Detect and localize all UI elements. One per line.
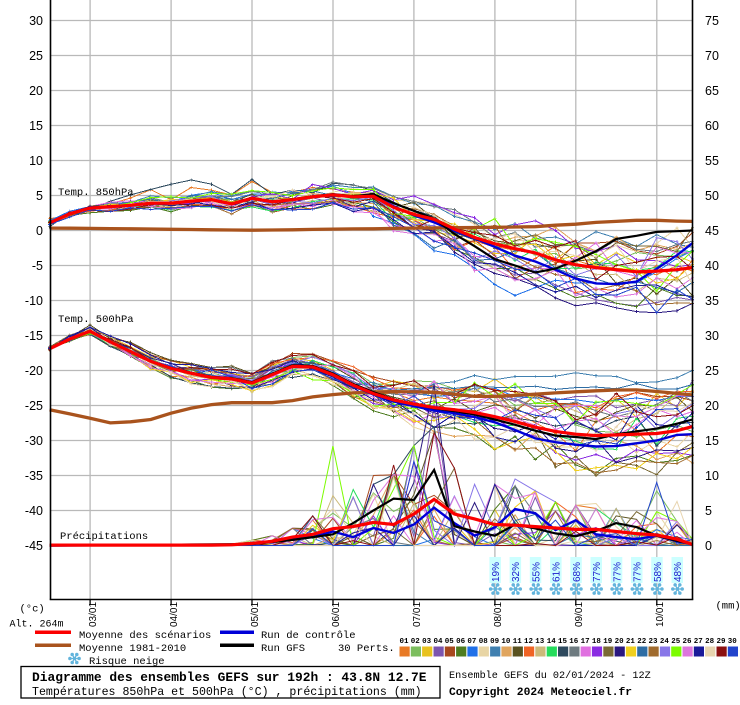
svg-text:(°c): (°c) [20, 604, 45, 616]
svg-text:05/01: 05/01 [250, 602, 261, 627]
svg-text:15: 15 [29, 119, 43, 133]
svg-text:50: 50 [705, 189, 719, 203]
svg-text:23: 23 [649, 638, 659, 646]
svg-text:Moyenne 1981-2010: Moyenne 1981-2010 [79, 643, 186, 655]
svg-text:18: 18 [592, 638, 602, 646]
svg-text:58%: 58% [653, 562, 664, 582]
svg-text:09/01: 09/01 [574, 602, 585, 627]
svg-text:07: 07 [467, 638, 476, 646]
svg-text:10: 10 [501, 638, 511, 646]
svg-text:-40: -40 [25, 504, 43, 518]
svg-text:Moyenne des scénarios: Moyenne des scénarios [79, 630, 211, 642]
svg-text:04: 04 [434, 638, 444, 646]
svg-text:32%: 32% [511, 562, 522, 582]
svg-text:-10: -10 [25, 294, 43, 308]
svg-text:03/01: 03/01 [88, 602, 99, 627]
svg-text:-35: -35 [25, 469, 43, 483]
svg-text:Diagramme des ensembles GEFS s: Diagramme des ensembles GEFS sur 192h : … [32, 670, 427, 685]
svg-text:20: 20 [705, 399, 719, 413]
svg-text:30: 30 [705, 329, 719, 343]
svg-text:55%: 55% [531, 562, 542, 582]
svg-text:Temp. 850hPa: Temp. 850hPa [58, 187, 134, 199]
svg-text:30 Perts.: 30 Perts. [338, 643, 395, 655]
svg-text:04/01: 04/01 [169, 602, 180, 627]
svg-text:60: 60 [705, 119, 719, 133]
svg-text:0: 0 [36, 224, 43, 238]
svg-text:15: 15 [705, 434, 719, 448]
svg-text:17: 17 [581, 638, 590, 646]
svg-text:-20: -20 [25, 364, 43, 378]
svg-text:12: 12 [524, 638, 534, 646]
svg-text:Précipitations: Précipitations [60, 531, 148, 543]
svg-text:Températures 850hPa et 500hPa: Températures 850hPa et 500hPa (°C) , pré… [32, 686, 422, 699]
svg-text:68%: 68% [572, 562, 583, 582]
svg-text:25: 25 [29, 49, 43, 63]
svg-text:19%: 19% [491, 562, 502, 582]
svg-text:03: 03 [422, 638, 432, 646]
svg-text:-15: -15 [25, 329, 43, 343]
svg-text:07/01: 07/01 [412, 602, 423, 627]
svg-text:14: 14 [547, 638, 557, 646]
svg-text:05: 05 [445, 638, 455, 646]
svg-text:20: 20 [29, 84, 43, 98]
svg-text:(mm): (mm) [716, 601, 740, 613]
svg-text:30: 30 [29, 14, 43, 28]
svg-text:22: 22 [637, 638, 647, 646]
svg-text:27: 27 [694, 638, 703, 646]
svg-text:26: 26 [683, 638, 693, 646]
svg-text:02: 02 [411, 638, 421, 646]
svg-text:20: 20 [615, 638, 625, 646]
svg-text:Temp. 500hPa: Temp. 500hPa [58, 314, 134, 326]
svg-text:10: 10 [705, 469, 719, 483]
svg-text:Ensemble GEFS du 02/01/2024 -: Ensemble GEFS du 02/01/2024 - 12Z [449, 670, 651, 682]
svg-text:06/01: 06/01 [331, 602, 342, 627]
svg-text:25: 25 [705, 364, 719, 378]
svg-text:-30: -30 [25, 434, 43, 448]
svg-text:15: 15 [558, 638, 568, 646]
svg-text:10/01: 10/01 [655, 602, 666, 627]
svg-text:61%: 61% [552, 562, 563, 582]
svg-text:08: 08 [479, 638, 489, 646]
svg-text:-25: -25 [25, 399, 43, 413]
svg-text:5: 5 [705, 504, 712, 518]
svg-text:28: 28 [705, 638, 715, 646]
svg-text:25: 25 [671, 638, 681, 646]
svg-text:77%: 77% [592, 562, 603, 582]
svg-text:40: 40 [705, 259, 719, 273]
svg-text:10: 10 [29, 154, 43, 168]
svg-text:Run GFS: Run GFS [261, 643, 305, 655]
svg-text:24: 24 [660, 638, 670, 646]
svg-text:5: 5 [36, 189, 43, 203]
svg-text:65: 65 [705, 84, 719, 98]
svg-text:77%: 77% [612, 562, 623, 582]
svg-text:11: 11 [513, 638, 523, 646]
svg-text:13: 13 [535, 638, 545, 646]
svg-text:19: 19 [603, 638, 613, 646]
svg-text:-5: -5 [32, 259, 43, 273]
svg-text:09: 09 [490, 638, 500, 646]
svg-text:55: 55 [705, 154, 719, 168]
svg-text:48%: 48% [673, 562, 684, 582]
svg-text:Run de contrôle: Run de contrôle [261, 630, 356, 642]
svg-text:35: 35 [705, 294, 719, 308]
svg-text:16: 16 [569, 638, 579, 646]
svg-text:75: 75 [705, 14, 719, 28]
svg-text:29: 29 [717, 638, 727, 646]
svg-text:06: 06 [456, 638, 466, 646]
svg-text:Alt. 264m: Alt. 264m [10, 619, 64, 631]
svg-text:30: 30 [728, 638, 738, 646]
svg-text:-45: -45 [25, 539, 43, 553]
svg-text:45: 45 [705, 224, 719, 238]
svg-text:08/01: 08/01 [493, 602, 504, 627]
svg-text:0: 0 [705, 539, 712, 553]
svg-text:Copyright 2024 Meteociel.fr: Copyright 2024 Meteociel.fr [449, 687, 632, 699]
svg-text:21: 21 [626, 638, 636, 646]
svg-text:70: 70 [705, 49, 719, 63]
svg-text:01: 01 [400, 638, 410, 646]
svg-text:77%: 77% [633, 562, 644, 582]
